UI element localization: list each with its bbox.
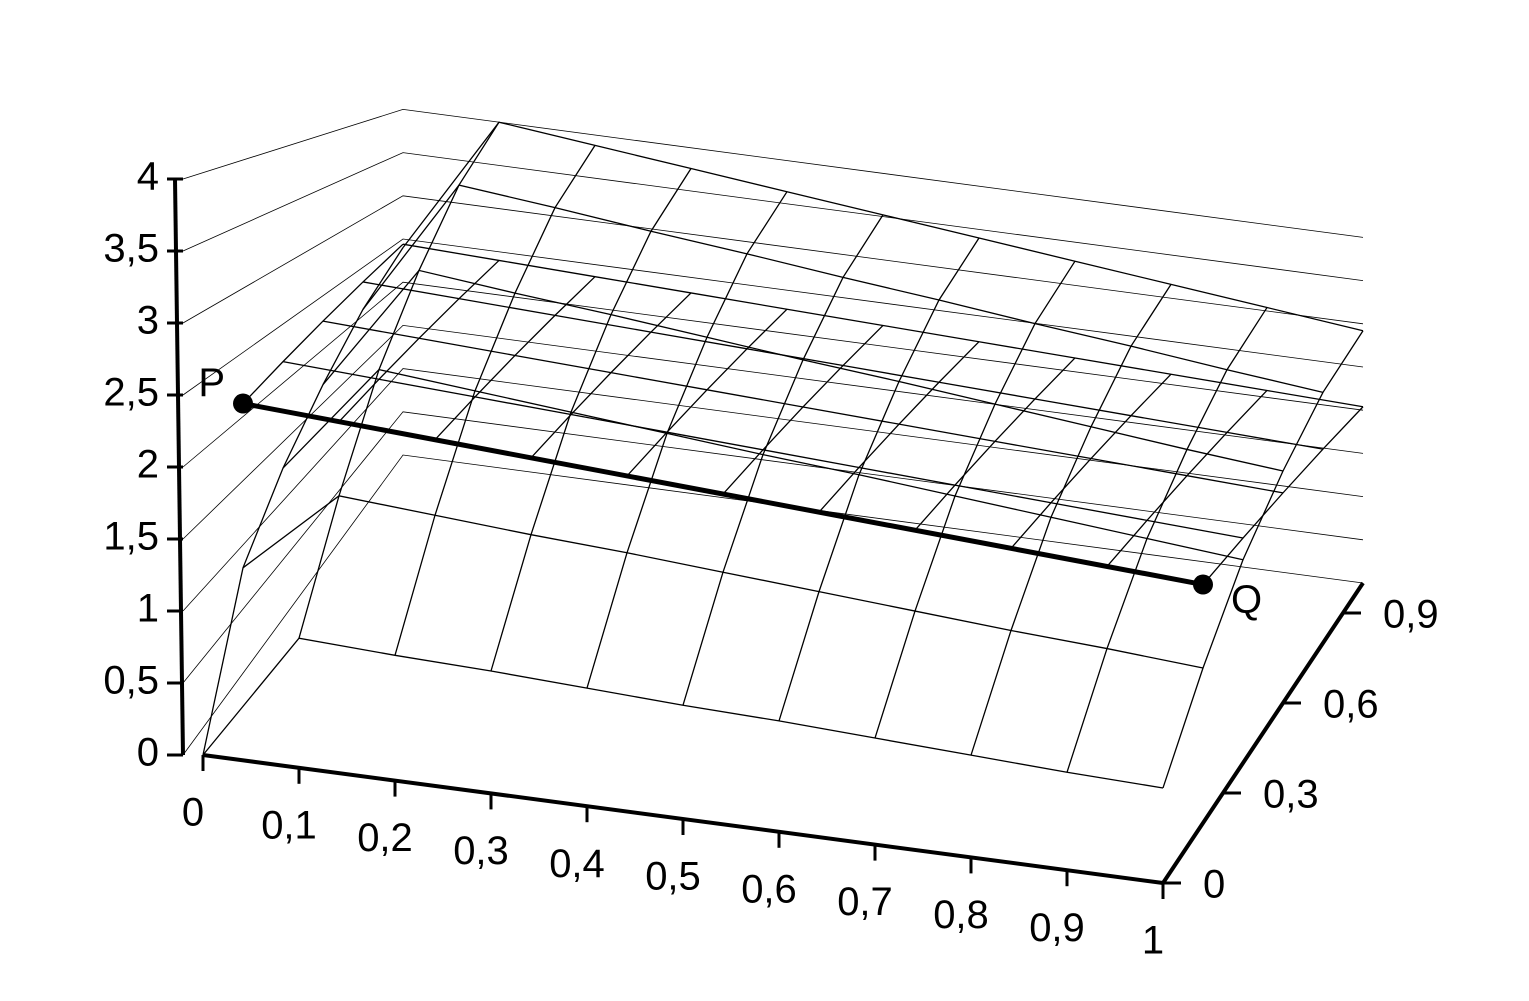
surface-column	[490, 168, 692, 672]
z-tick-label: 3,5	[103, 227, 159, 271]
x-tick-label: 0,8	[933, 893, 989, 937]
surface-row	[362, 184, 1324, 393]
surface-column	[818, 341, 980, 513]
x-tick-label: 0,2	[357, 816, 413, 860]
grid-line	[182, 238, 1364, 396]
surface-row	[242, 495, 1204, 669]
surface-column	[298, 121, 500, 639]
surface-column	[1066, 307, 1268, 773]
point-label: Q	[1231, 578, 1262, 622]
y-tick-label: 0	[1203, 863, 1225, 907]
x-tick-label: 0,4	[549, 842, 605, 886]
x-tick-label: 0,7	[837, 880, 893, 924]
surface-column	[242, 243, 404, 404]
grid-line	[182, 368, 1364, 612]
x-tick-label: 0,3	[453, 829, 509, 873]
surface-column	[970, 284, 1172, 756]
point-label: P	[198, 361, 225, 405]
surface-column	[586, 191, 788, 689]
surface-row	[202, 637, 1164, 789]
z-tick-label: 0	[137, 731, 159, 775]
z-tick-label: 3	[137, 299, 159, 343]
segment	[242, 401, 1204, 587]
point	[1193, 574, 1213, 595]
y-axis	[1161, 581, 1365, 885]
x-tick-label: 0,5	[645, 855, 701, 899]
surface-column	[914, 357, 1076, 531]
surface-column	[338, 259, 500, 423]
z-tick-label: 0,5	[103, 659, 159, 703]
x-tick-label: 1	[1142, 919, 1164, 963]
surface-column	[394, 145, 596, 656]
x-tick-label: 0	[182, 791, 204, 835]
surface-column	[1010, 373, 1172, 549]
x-tick-label: 0,6	[741, 867, 797, 911]
z-tick-label: 4	[137, 155, 159, 199]
surface-column	[778, 237, 980, 722]
z-tick-label: 2,5	[103, 371, 159, 415]
surface-column	[682, 214, 884, 706]
surface-column	[722, 325, 884, 495]
grid-line	[182, 108, 1364, 238]
surface-column	[434, 276, 596, 441]
y-tick-label: 0,9	[1383, 593, 1439, 637]
surface-row	[282, 368, 1244, 561]
surface-column	[874, 260, 1076, 739]
point	[233, 393, 253, 414]
x-tick-label: 0,9	[1029, 906, 1085, 950]
grid-line	[182, 411, 1364, 684]
grid-line	[182, 152, 1364, 281]
surface-column	[202, 247, 404, 756]
y-tick-label: 0,6	[1323, 683, 1379, 727]
grid-line	[182, 195, 1364, 325]
z-tick-label: 1	[137, 587, 159, 631]
y-tick-label: 0,3	[1263, 773, 1319, 817]
z-tick-label: 1,5	[103, 515, 159, 559]
x-tick-label: 0,1	[261, 803, 317, 847]
z-tick-label: 2	[137, 443, 159, 487]
surface-column	[1202, 406, 1364, 585]
surface-row	[402, 121, 1364, 332]
surface-column	[530, 292, 692, 459]
surface-column	[1106, 390, 1268, 567]
surface-column	[626, 308, 788, 477]
grid-line	[182, 324, 1364, 540]
